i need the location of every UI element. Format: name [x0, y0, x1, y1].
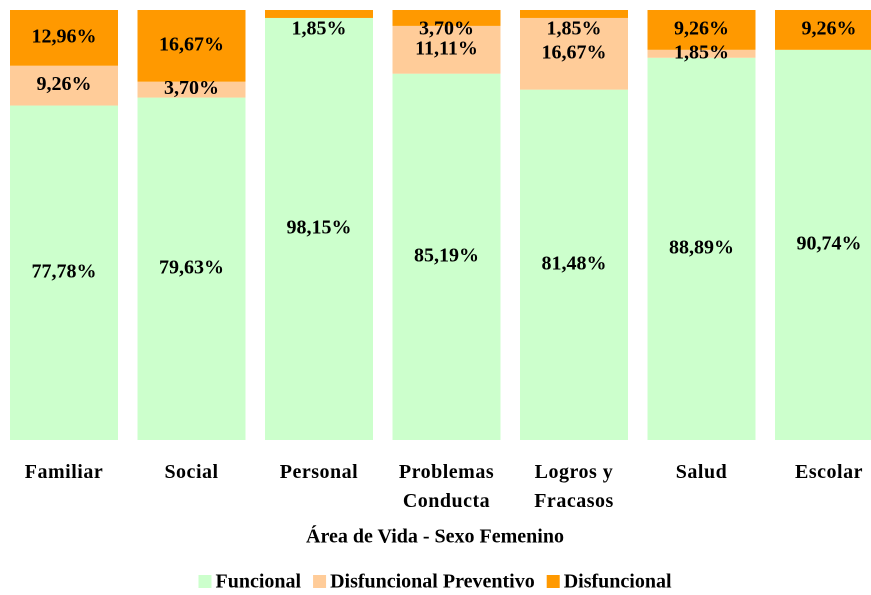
legend-label: Disfuncional [564, 571, 672, 593]
data-label: 88,89% [669, 236, 734, 258]
bar-segment [392, 25, 501, 74]
legend-label: Funcional [215, 571, 301, 593]
bar-segment [265, 10, 373, 18]
bar-segment [392, 10, 501, 26]
data-label: 16,67% [159, 33, 224, 55]
data-label: 1,85% [292, 18, 347, 40]
bar-segment [265, 17, 373, 441]
bar-segment [775, 10, 871, 50]
legend-label: Disfuncional Preventivo [330, 571, 535, 593]
x-tick-label: Personal [279, 461, 359, 483]
data-label: 12,96% [32, 25, 97, 47]
bar-segment [137, 81, 246, 98]
x-axis-title: Área de Vida - Sexo Femenino [306, 525, 564, 548]
data-label: 9,26% [802, 18, 857, 40]
data-label: 77,78% [32, 260, 97, 282]
data-label: 98,15% [287, 217, 352, 239]
bar-segment [647, 10, 756, 50]
data-label: 3,70% [419, 18, 474, 40]
legend-swatch [198, 575, 212, 588]
x-tick-label: Escolar [795, 461, 863, 483]
data-label: 11,11% [415, 37, 478, 59]
x-tick-label: Logros y Fracasos [534, 461, 614, 512]
legend-swatch [313, 575, 327, 588]
bar-segment [392, 73, 501, 441]
data-label: 3,70% [164, 77, 219, 99]
bar-segment [520, 89, 628, 441]
data-label: 1,85% [674, 41, 729, 63]
bar-segment [647, 57, 756, 440]
data-label: 85,19% [414, 244, 479, 266]
data-label: 9,26% [37, 73, 92, 95]
bar-segment [520, 10, 628, 18]
data-label: 1,85% [547, 18, 602, 40]
bar-segment [10, 105, 118, 441]
bar-segment [775, 49, 871, 441]
bar-segment [10, 10, 118, 66]
x-tick-label: Familiar [24, 461, 104, 483]
bar-segment [520, 17, 628, 90]
data-label: 90,74% [797, 233, 862, 255]
x-tick-label: Problemas Conducta [398, 461, 495, 512]
bar-segment [137, 10, 246, 82]
x-tick-label: Social [164, 461, 219, 483]
data-label: 79,63% [159, 256, 224, 278]
data-label: 81,48% [542, 252, 607, 274]
data-label: 16,67% [542, 41, 607, 63]
data-label: 9,26% [674, 18, 729, 40]
bar-segment [137, 97, 246, 440]
bar-segment [10, 65, 118, 106]
legend: Funcional Disfuncional Preventivo Disfunci… [198, 571, 672, 593]
bar-segment [647, 49, 756, 58]
legend-swatch [546, 575, 560, 588]
x-tick-label: Salud [675, 461, 728, 483]
